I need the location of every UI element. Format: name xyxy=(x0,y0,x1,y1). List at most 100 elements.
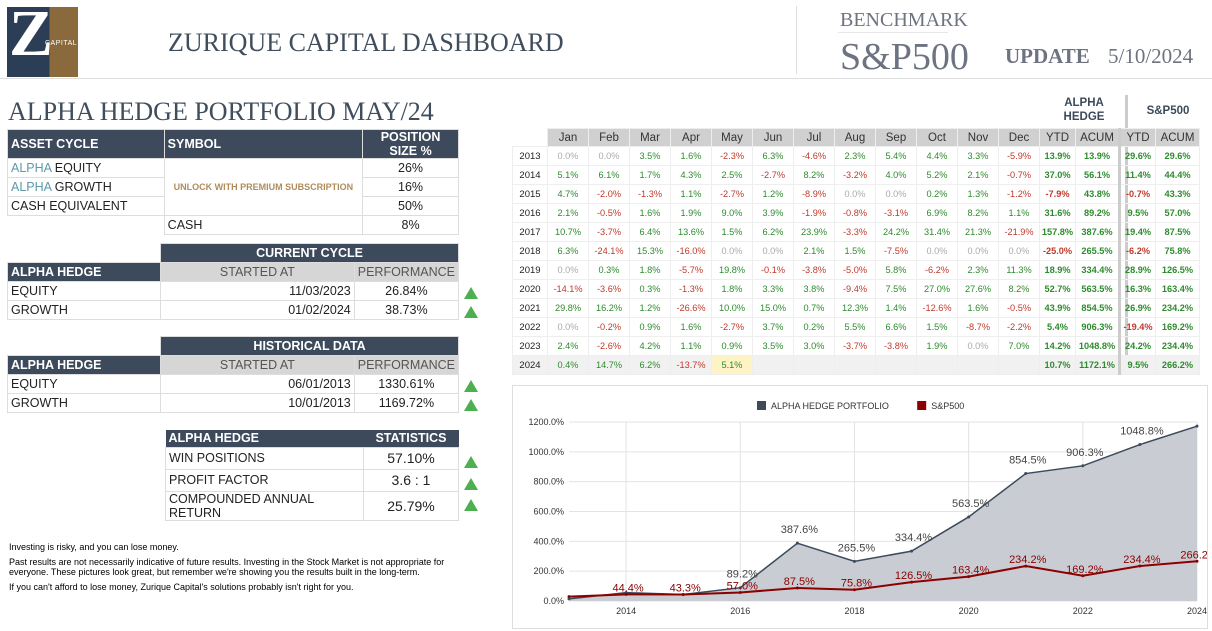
month-cell: -5.7% xyxy=(670,260,712,280)
asset-name: ALPHA GROWTH xyxy=(7,177,165,197)
month-cell: 6.3% xyxy=(752,146,794,166)
x-tick-label: 2020 xyxy=(959,606,979,616)
summary-cell: 234.4% xyxy=(1155,336,1200,356)
month-cell xyxy=(957,355,999,375)
summary-cell: 14.2% xyxy=(1039,336,1076,356)
asset-label: EQUITY xyxy=(51,161,102,175)
month-cell: 15.0% xyxy=(752,298,794,318)
month-cell: 16.2% xyxy=(588,298,630,318)
month-cell: 9.0% xyxy=(711,203,753,223)
month-header: Sep xyxy=(875,128,917,147)
col-performance: PERFORMANCE xyxy=(353,262,460,282)
month-cell: 12.3% xyxy=(834,298,876,318)
summary-cell: -19.4% xyxy=(1118,317,1156,337)
asset-label: GROWTH xyxy=(51,180,112,194)
cash-size: 8% xyxy=(362,215,459,235)
alpha-point xyxy=(738,586,742,590)
year-cell: 2024 xyxy=(512,355,548,375)
month-cell: 0.0% xyxy=(711,241,753,261)
sp500-line xyxy=(568,560,1198,598)
stat-value: 3.6 : 1 xyxy=(363,468,459,492)
col-position-size: POSITION SIZE % xyxy=(362,129,459,159)
month-cell xyxy=(752,355,794,375)
x-tick-label: 2014 xyxy=(616,606,636,616)
month-cell xyxy=(998,355,1040,375)
summary-cell: 89.2% xyxy=(1075,203,1120,223)
position-size: 50% xyxy=(362,196,459,216)
month-cell: 3.3% xyxy=(957,146,999,166)
up-arrow-icon xyxy=(464,306,478,318)
unlock-premium-link[interactable]: UNLOCK WITH PREMIUM SUBSCRIPTION xyxy=(173,181,354,192)
summary-cell: 266.2% xyxy=(1155,355,1200,375)
month-cell: 5.8% xyxy=(875,260,917,280)
alpha-point xyxy=(910,549,914,553)
month-cell: 0.0% xyxy=(547,146,589,166)
cycle-perf: 38.73% xyxy=(353,300,460,320)
summary-cell: 906.3% xyxy=(1075,317,1120,337)
month-cell: 4.2% xyxy=(629,336,671,356)
summary-cell: 24.2% xyxy=(1118,336,1156,356)
table-row: WIN POSITIONS 57.10% xyxy=(165,446,459,470)
x-tick-label: 2018 xyxy=(844,606,864,616)
summary-cell: 5.4% xyxy=(1039,317,1076,337)
month-cell: -1.2% xyxy=(998,184,1040,204)
logo-letter: Z xyxy=(9,7,54,70)
month-cell: 7.0% xyxy=(998,336,1040,356)
x-tick-label: 2022 xyxy=(1073,606,1093,616)
col-started-at: STARTED AT xyxy=(160,262,355,282)
empty-cell xyxy=(8,244,161,263)
allocation-row: ALPHA EQUITY UNLOCK WITH PREMIUM SUBSCRI… xyxy=(7,158,459,216)
year-cell: 2016 xyxy=(512,203,548,223)
month-cell: 3.0% xyxy=(793,336,835,356)
sp500-point xyxy=(795,586,799,590)
month-cell: 8.2% xyxy=(998,279,1040,299)
up-arrow-icon xyxy=(464,478,478,490)
month-cell: 0.0% xyxy=(547,260,589,280)
current-cycle-table: CURRENT CYCLE ALPHA HEDGE STARTED AT PER… xyxy=(6,243,460,320)
sp500-point xyxy=(624,592,628,596)
month-cell: 1.5% xyxy=(834,241,876,261)
summary-cell: 19.4% xyxy=(1118,222,1156,242)
col-alpha-hedge: ALPHA HEDGE xyxy=(165,430,364,447)
symbol-locked-cell[interactable]: UNLOCK WITH PREMIUM SUBSCRIPTION xyxy=(163,158,364,216)
month-header: Jul xyxy=(793,128,835,147)
sp500-header: S&P500 xyxy=(1146,105,1190,117)
month-cell: -1.3% xyxy=(629,184,671,204)
month-header: Aug xyxy=(834,128,876,147)
month-cell: 24.2% xyxy=(875,222,917,242)
year-cell: 2015 xyxy=(512,184,548,204)
month-cell: 4.4% xyxy=(916,146,958,166)
month-cell: 1.2% xyxy=(629,298,671,318)
month-cell: -8.9% xyxy=(793,184,835,204)
historical-table: HISTORICAL DATA ALPHA HEDGE STARTED AT P… xyxy=(6,336,460,413)
year-cell: 2017 xyxy=(512,222,548,242)
month-cell xyxy=(793,355,835,375)
month-cell: -2.7% xyxy=(752,165,794,185)
month-cell: 1.1% xyxy=(998,203,1040,223)
month-cell: 1.7% xyxy=(629,165,671,185)
summary-cell: 43.8% xyxy=(1075,184,1120,204)
month-cell: 0.0% xyxy=(547,317,589,337)
month-cell: 2.5% xyxy=(711,165,753,185)
year-cell: 2014 xyxy=(512,165,548,185)
up-arrow-icon xyxy=(464,380,478,392)
month-cell: 1.6% xyxy=(957,298,999,318)
data-label: 75.8% xyxy=(841,578,872,590)
header-rule xyxy=(0,78,1212,79)
month-cell: 0.0% xyxy=(916,241,958,261)
alpha-point xyxy=(1024,472,1028,476)
data-label: 563.5% xyxy=(952,498,990,510)
month-cell: -3.7% xyxy=(834,336,876,356)
month-cell: -1.9% xyxy=(793,203,835,223)
empty-cell xyxy=(8,337,161,356)
month-cell: 6.3% xyxy=(547,241,589,261)
month-header: Feb xyxy=(588,128,630,147)
cash-label: CASH xyxy=(163,215,364,235)
month-cell: 0.0% xyxy=(875,184,917,204)
month-cell: 6.1% xyxy=(588,165,630,185)
cycle-name: EQUITY xyxy=(6,281,162,301)
month-header: Jun xyxy=(752,128,794,147)
sp500-point xyxy=(910,580,914,584)
data-label: 234.4% xyxy=(1123,554,1161,566)
summary-cell: 43.9% xyxy=(1039,298,1076,318)
